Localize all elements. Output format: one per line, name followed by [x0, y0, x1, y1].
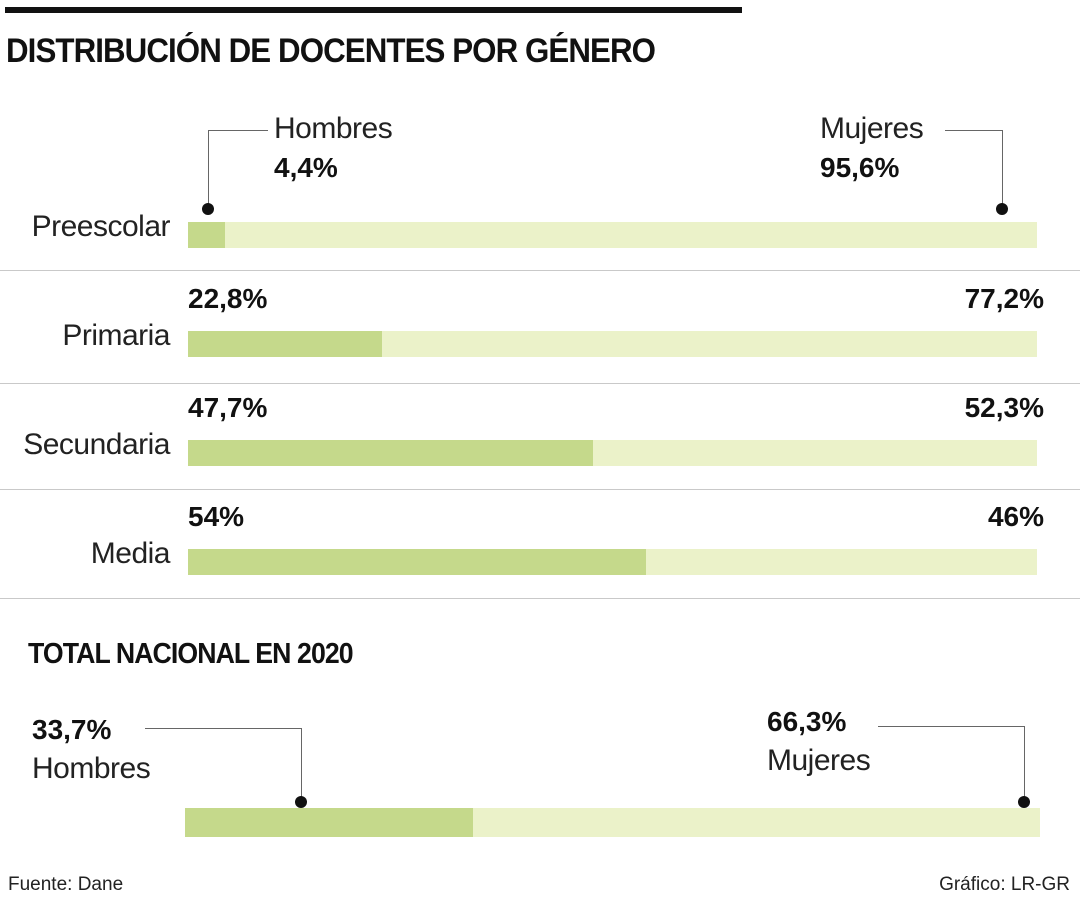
bar-hombres	[185, 808, 474, 837]
leader-line	[301, 728, 302, 798]
value-label-mujeres: 77,2%	[964, 283, 1044, 314]
leader-line	[145, 728, 301, 729]
value-label-mujeres: 46%	[987, 501, 1044, 532]
category-label: Media	[90, 537, 171, 570]
credit-note: Gráfico: LR-GR	[939, 874, 1070, 895]
category-label: Secundaria	[23, 428, 170, 461]
category-label: Preescolar	[31, 210, 171, 243]
leader-line	[878, 726, 1024, 727]
bar-hombres	[188, 222, 226, 248]
bar-hombres	[188, 549, 647, 575]
category-label: Primaria	[62, 319, 170, 352]
bar-hombres	[188, 331, 382, 357]
value-label-hombres: 4,4%	[274, 152, 338, 183]
bar-hombres	[188, 440, 593, 466]
chart-title: DISTRIBUCIÓN DE DOCENTES POR GÉNERO	[6, 32, 656, 70]
value-label-mujeres: 66,3%	[767, 706, 847, 737]
value-label-mujeres: 95,6%	[820, 152, 900, 183]
divider	[0, 598, 1080, 599]
legend-hombres: Hombres	[32, 752, 151, 785]
legend-hombres: Hombres	[274, 112, 393, 145]
value-label-hombres: 22,8%	[188, 283, 268, 314]
marker-dot	[1018, 796, 1030, 808]
divider	[0, 489, 1080, 490]
legend-mujeres: Mujeres	[767, 744, 871, 777]
total-title: TOTAL NACIONAL EN 2020	[28, 638, 354, 670]
value-label-hombres: 33,7%	[32, 714, 112, 745]
marker-dot	[996, 203, 1008, 215]
top-rule	[5, 7, 742, 13]
marker-dot	[202, 203, 214, 215]
leader-line	[208, 130, 268, 131]
value-label-hombres: 47,7%	[188, 392, 268, 423]
bar-mujeres	[188, 222, 1037, 248]
source-note: Fuente: Dane	[8, 874, 124, 895]
divider	[0, 270, 1080, 271]
marker-dot	[295, 796, 307, 808]
leader-line	[1024, 726, 1025, 798]
leader-line	[208, 130, 209, 208]
legend-mujeres: Mujeres	[820, 112, 924, 145]
value-label-mujeres: 52,3%	[964, 392, 1044, 423]
leader-line	[1002, 130, 1003, 208]
value-label-hombres: 54%	[188, 501, 245, 532]
divider	[0, 383, 1080, 384]
leader-line	[945, 130, 1002, 131]
